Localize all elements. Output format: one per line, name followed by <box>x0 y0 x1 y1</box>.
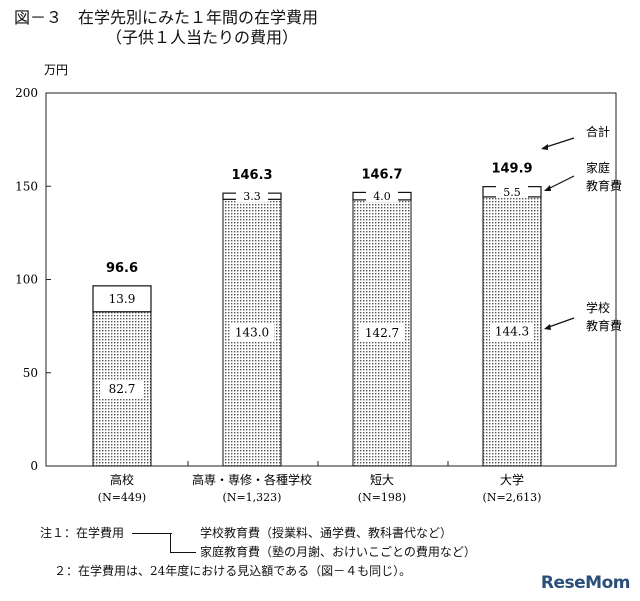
home-value-label-bg <box>236 190 268 203</box>
y-unit-label: 万円 <box>44 63 68 77</box>
home-value-label: 13.9 <box>109 292 136 306</box>
note-bracket-top <box>132 533 172 534</box>
home-value-label: 4.0 <box>373 190 391 203</box>
note-2: ２：在学費用は、24年度における見込額である（図－４も同じ）。 <box>40 562 411 581</box>
watermark: ReseMom <box>540 573 631 593</box>
total-value-label: 146.3 <box>231 168 272 183</box>
x-tick-label: 高校 <box>110 472 134 487</box>
y-tick-label: 200 <box>15 86 38 100</box>
chart-area: 万円 0 50 100 150 200 高校 (N=449) 高専・専修・各種学校 (N=1,… <box>15 63 622 504</box>
note-1-item1: 学校教育費（授業料、通学費、教科書代など） <box>200 526 453 540</box>
y-axis: 0 50 100 150 200 <box>15 86 51 473</box>
x-tick-label: 短大 <box>370 473 394 487</box>
home-value-label: 5.5 <box>503 186 521 199</box>
callout-home-line2: 教育費 <box>586 178 622 193</box>
home-value-label-bg <box>496 185 528 198</box>
total-value-label: 149.9 <box>491 162 532 177</box>
school-value-label: 143.0 <box>235 326 269 340</box>
x-tick-count: (N=449) <box>98 491 146 504</box>
x-tick-count: (N=1,323) <box>223 491 282 504</box>
x-tick-count: (N=198) <box>358 491 406 504</box>
school-value-label: 144.3 <box>495 324 529 338</box>
chart-title-line2: （子供１人当たりの費用） <box>106 28 299 47</box>
bars: 82.7 13.9 96.6 143.0 3.3 146.3 142.7 4.0 146.7 14… <box>92 162 542 467</box>
x-tick-label: 高専・専修・各種学校 <box>192 472 312 487</box>
chart-title: 図－３ 在学先別にみた１年間の在学費用 （子供１人当たりの費用） <box>14 8 318 48</box>
note-1b: 家庭教育費（塾の月謝、おけいこごとの費用など） <box>40 543 476 562</box>
arrowhead-school <box>544 324 551 330</box>
home-value-label-bg <box>366 190 398 203</box>
note-bracket-vertical <box>170 533 171 552</box>
y-tick-label: 50 <box>23 366 38 380</box>
x-axis: 高校 (N=449) 高専・専修・各種学校 (N=1,323) 短大 (N=198) 大学 (… <box>98 461 542 504</box>
note-1a: 注１：在学費用 学校教育費（授業料、通学費、教科書代など） <box>40 524 452 552</box>
arrow-home <box>545 175 575 191</box>
arrowhead-total <box>541 144 548 150</box>
legend-callouts: 合計 家庭 教育費 学校 教育費 <box>541 124 622 333</box>
y-tick-label: 100 <box>15 273 38 287</box>
chart-title-line1: 図－３ 在学先別にみた１年間の在学費用 <box>14 8 319 27</box>
note-1-prefix: 注１：在学費用 <box>40 526 125 540</box>
school-value-label-bg <box>360 323 404 342</box>
note-bracket-bottom <box>170 552 196 553</box>
arrowhead-home <box>544 185 551 191</box>
school-value-label: 82.7 <box>109 382 136 396</box>
school-value-label-bg <box>100 379 144 398</box>
arrow-school <box>545 317 575 329</box>
y-tick-label: 150 <box>15 179 38 193</box>
notes: 注１：在学費用 学校教育費（授業料、通学費、教科書代など） 家庭教育費（塾の月謝… <box>40 524 476 581</box>
callout-school-line2: 教育費 <box>586 318 622 333</box>
arrow-total <box>542 137 575 149</box>
total-value-label: 146.7 <box>361 167 402 182</box>
school-value-label-bg <box>490 322 534 341</box>
school-value-label-bg <box>230 323 274 342</box>
x-tick-count: (N=2,613) <box>483 491 542 504</box>
callout-total: 合計 <box>586 124 610 139</box>
y-tick-label: 0 <box>30 459 38 473</box>
home-value-label: 3.3 <box>243 190 261 203</box>
note-1-item2: 家庭教育費（塾の月謝、おけいこごとの費用など） <box>200 545 476 559</box>
total-value-label: 96.6 <box>106 261 138 276</box>
x-tick-label: 大学 <box>500 472 524 487</box>
callout-school-line1: 学校 <box>586 300 610 315</box>
bar-home-segment <box>92 285 152 313</box>
note-2-text: ２：在学費用は、24年度における見込額である（図－４も同じ）。 <box>54 564 412 578</box>
school-value-label: 142.7 <box>365 326 399 340</box>
callout-home-line1: 家庭 <box>586 160 610 175</box>
